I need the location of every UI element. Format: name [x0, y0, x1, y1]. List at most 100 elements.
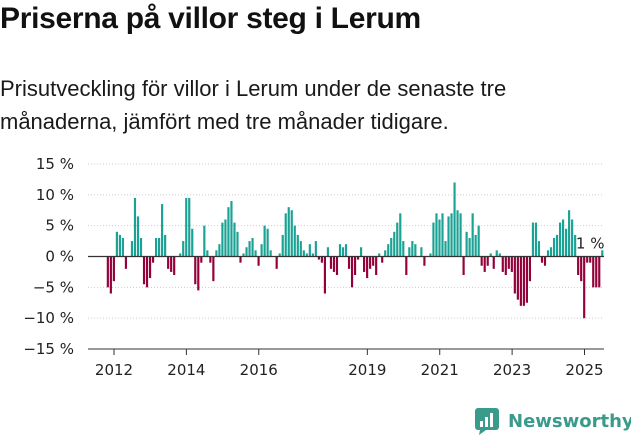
bar: [206, 250, 209, 257]
bar: [435, 213, 438, 257]
bar: [109, 256, 112, 294]
bar: [203, 225, 206, 257]
newsworthy-icon: [475, 408, 499, 435]
bar: [344, 244, 348, 257]
x-tick-label: 2012: [95, 361, 133, 379]
bar: [251, 238, 254, 257]
bar: [507, 256, 510, 269]
bar: [227, 207, 230, 257]
bar: [341, 247, 345, 257]
bar: [447, 216, 450, 257]
bar: [118, 234, 121, 257]
bar: [148, 256, 152, 279]
bar: [510, 256, 513, 272]
bar: [465, 231, 468, 257]
bar: [230, 201, 233, 257]
bar: [411, 241, 414, 257]
bar: [236, 231, 239, 257]
bar: [525, 256, 528, 303]
y-tick-label: 10 %: [36, 186, 74, 204]
x-tick-label: 2023: [493, 361, 531, 379]
bar: [555, 234, 559, 257]
bar: [420, 247, 423, 257]
bar: [501, 256, 504, 272]
bar: [293, 225, 296, 257]
bar: [543, 256, 547, 266]
bar: [130, 241, 134, 257]
bar: [399, 213, 402, 257]
bar: [215, 250, 218, 257]
bar: [275, 256, 278, 269]
bar: [269, 250, 272, 257]
bars: [106, 182, 604, 319]
bar: [586, 256, 589, 263]
bar: [191, 228, 194, 257]
bar: [441, 213, 444, 257]
bar: [124, 256, 128, 269]
y-tick-label: 0 %: [45, 248, 74, 266]
bar: [363, 256, 366, 272]
x-tick-label: 2019: [348, 361, 386, 379]
bar: [562, 219, 565, 257]
bar: [580, 256, 583, 282]
bar: [353, 256, 357, 275]
bar: [332, 256, 336, 272]
latest-value-label: 1 %: [576, 235, 605, 253]
bar: [245, 247, 248, 257]
bar: [565, 228, 568, 257]
bar: [284, 213, 287, 257]
bar: [381, 256, 384, 263]
x-tick-label: 2014: [167, 361, 205, 379]
bar: [402, 241, 405, 257]
x-tick-label: 2016: [240, 361, 278, 379]
bar: [504, 256, 507, 275]
bar: [480, 256, 483, 266]
bar: [278, 253, 281, 257]
bar: [498, 253, 501, 257]
bar: [571, 219, 574, 257]
bar: [384, 250, 387, 257]
y-tick-label: −15 %: [23, 340, 74, 358]
bar: [179, 253, 182, 257]
bar: [453, 182, 456, 257]
bar: [486, 256, 489, 266]
bar: [338, 244, 342, 257]
bar: [151, 256, 155, 263]
bar: [393, 231, 396, 257]
bar: [522, 256, 525, 306]
bar: [139, 238, 143, 257]
bar: [121, 238, 125, 257]
bar: [218, 244, 221, 257]
bar: [378, 253, 381, 257]
bar: [408, 247, 411, 257]
bar: [405, 256, 408, 275]
chart-subtitle: Prisutveckling för villor i Lerum under …: [0, 76, 507, 134]
bar: [167, 256, 170, 269]
bar: [305, 253, 308, 257]
bar: [106, 256, 109, 288]
bar: [320, 256, 323, 263]
bar: [221, 222, 224, 257]
bar: [302, 250, 305, 257]
bar: [350, 256, 354, 288]
bar: [233, 222, 236, 257]
bar: [468, 238, 471, 257]
y-tick-label: 5 %: [45, 217, 74, 235]
bar: [170, 256, 173, 272]
x-tick-label: 2025: [565, 361, 603, 379]
bar: [568, 210, 571, 257]
bar: [423, 256, 426, 266]
bar: [492, 256, 495, 269]
bar: [158, 238, 161, 257]
bar: [552, 238, 556, 257]
bar: [396, 222, 399, 257]
bar: [248, 241, 251, 257]
bar: [444, 241, 447, 257]
bar: [287, 207, 290, 257]
bar: [519, 256, 522, 306]
y-axis-labels: −15 % −10 % −5 % 0 % 5 % 10 % 15 %: [23, 155, 74, 358]
bar: [209, 256, 212, 263]
bar: [281, 234, 284, 257]
bar: [429, 253, 432, 257]
